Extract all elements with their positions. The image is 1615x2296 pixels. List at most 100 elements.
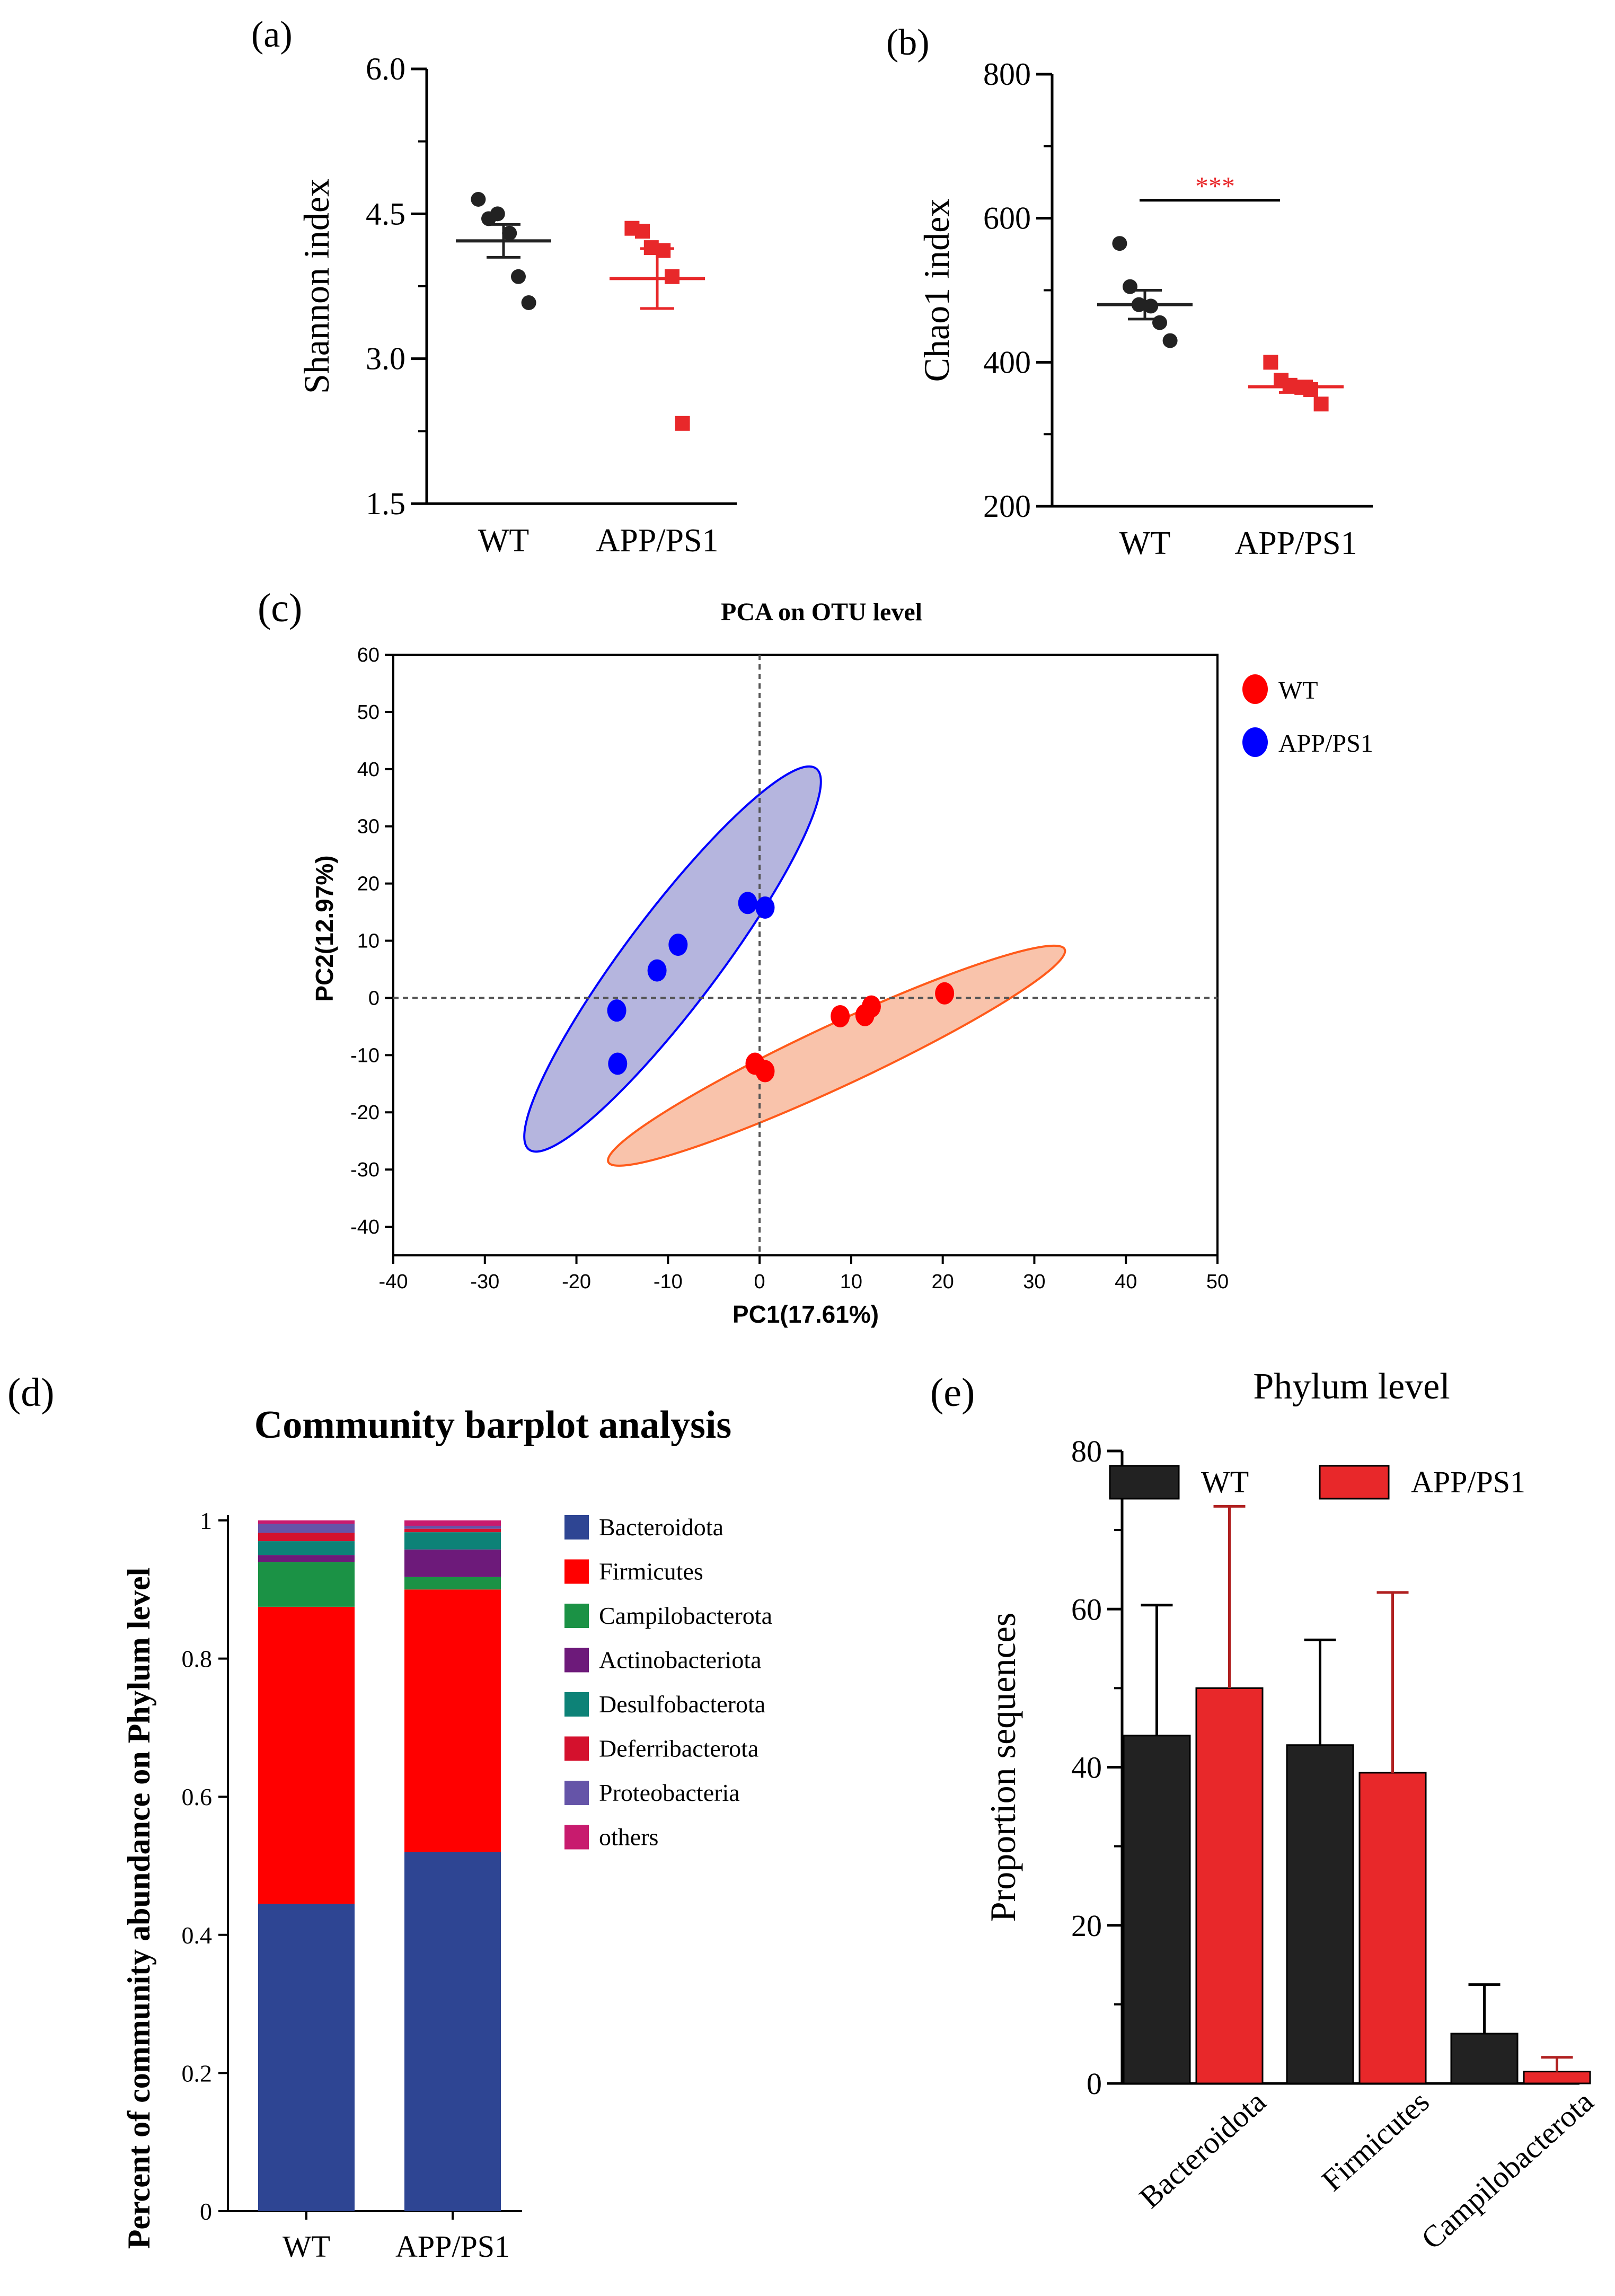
stacked-bar-segment: [404, 1528, 501, 1533]
y-tick-label: 600: [983, 201, 1031, 236]
legend-swatch: [564, 1648, 589, 1673]
wt-data-point: [1123, 279, 1137, 294]
legend-swatch: [1319, 1465, 1390, 1500]
stacked-bar-segment: [258, 1606, 355, 1904]
y-tick-label: 50: [357, 701, 380, 724]
phylum-level-barplot: Phylum level 0 20 40 60 80 Proportion sequence…: [983, 1366, 1600, 2256]
stacked-bar-segment: [258, 1524, 355, 1533]
stacked-bar-segment: [258, 1520, 355, 1524]
y-tick-label: 20: [1071, 1908, 1102, 1943]
pca-plot: PCA on OTU level -40 -30 -20 -10 0 10 20 30 40 50 6…: [311, 598, 1373, 1328]
y-tick-label: 0.6: [182, 1783, 213, 1810]
legend-label: WT: [1278, 676, 1318, 705]
app-confidence-ellipse: [523, 765, 822, 1153]
panel-label-c: (c): [258, 586, 302, 630]
x-tick-label: 20: [932, 1271, 954, 1293]
x-tick-label: -20: [562, 1271, 591, 1293]
legend-swatch: [564, 1825, 589, 1850]
y-tick-label: 4.5: [366, 196, 405, 231]
legend-swatch: [564, 1781, 589, 1805]
wt-pca-point: [755, 1060, 775, 1083]
legend-marker: [1242, 727, 1268, 757]
stacked-bar-segment: [404, 1577, 501, 1590]
x-category-label: Bacteroidota: [1133, 2084, 1273, 2215]
chart-title: Community barplot analysis: [254, 1403, 731, 1447]
stacked-bar-segment: [258, 1904, 355, 2211]
chao1-index-plot: 200 400 600 800 Chao1 index WT APP/PS1 ***: [916, 57, 1373, 561]
legend-label: APP/PS1: [1411, 1465, 1525, 1499]
stacked-bar-segment: [258, 1562, 355, 1607]
chart-title: Phylum level: [1253, 1366, 1450, 1407]
x-category-label: Campilobacterota: [1415, 2084, 1600, 2256]
legend-swatch: [1109, 1465, 1180, 1500]
significance-marker: ***: [1195, 171, 1235, 201]
wt-pca-point: [855, 1004, 875, 1026]
y-tick-label: -40: [350, 1216, 380, 1238]
stacked-bar-segment: [404, 1589, 501, 1852]
stacked-bar-segment: [258, 1555, 355, 1562]
y-tick-label: 0: [1087, 2066, 1102, 2101]
legend-swatch: [564, 1604, 589, 1628]
data-bar: [1286, 1744, 1354, 2084]
y-tick-label: 60: [357, 644, 380, 666]
plot-frame: [392, 654, 1219, 1256]
wt-pca-point: [935, 982, 955, 1005]
data-bar: [1123, 1735, 1191, 2084]
stacked-bar-segment: [404, 1549, 501, 1577]
y-tick-label: 400: [983, 345, 1031, 380]
y-axis-label: PC2(12.97%): [311, 855, 338, 1001]
app-pca-point: [738, 892, 757, 914]
y-tick-label: 6.0: [366, 51, 405, 86]
wt-data-point: [1152, 315, 1167, 330]
wt-data-point: [1162, 333, 1178, 348]
y-tick-label: 3.0: [366, 341, 405, 376]
wt-data-point: [1143, 298, 1159, 314]
app-pca-point: [668, 934, 688, 956]
y-tick-label: 0.2: [182, 2060, 213, 2087]
y-axis-label: Percent of community abundance on Phylum…: [121, 1568, 156, 2249]
legend-swatch: [564, 1736, 589, 1761]
x-category-label: WT: [283, 2229, 330, 2264]
app-data-point: [1303, 382, 1318, 397]
stacked-bar-segment: [404, 1526, 501, 1529]
wt-data-point: [521, 295, 536, 310]
wt-data-point: [1131, 297, 1146, 312]
wt-data-point: [511, 269, 526, 284]
x-tick-label: -10: [654, 1271, 683, 1293]
app-pca-point: [607, 999, 626, 1022]
x-category-label: APP/PS1: [1235, 525, 1357, 561]
app-data-point: [665, 269, 679, 284]
x-category-label: APP/PS1: [395, 2229, 510, 2264]
data-bar: [1195, 1687, 1264, 2084]
legend-label: Deferribacterota: [599, 1735, 758, 1762]
x-axis-label: PC1(17.61%): [733, 1300, 879, 1328]
y-axis-label: Shannon index: [296, 179, 337, 394]
legend-marker: [1242, 674, 1268, 704]
legend-label: Actinobacteriota: [599, 1647, 762, 1674]
app-data-point: [656, 243, 671, 258]
shannon-index-plot: 1.5 3.0 4.5 6.0 Shannon index WT APP/PS1: [296, 51, 737, 559]
legend-label: WT: [1201, 1465, 1249, 1499]
y-tick-label: 0.4: [182, 1922, 213, 1949]
stacked-bar-segment: [404, 1852, 501, 2211]
y-tick-label: -20: [350, 1102, 380, 1124]
x-tick-label: -30: [470, 1271, 499, 1293]
y-tick-label: 30: [357, 816, 380, 838]
y-tick-label: 1.5: [366, 486, 405, 521]
wt-data-point: [1112, 236, 1127, 251]
community-barplot: Community barplot analysis 0 0.2 0.4 0.6 0.8 1…: [121, 1403, 772, 2264]
y-axis-label: Chao1 index: [916, 199, 957, 382]
y-axis-label: Proportion sequences: [983, 1613, 1023, 1922]
y-tick-label: -30: [350, 1159, 380, 1181]
panel-label-d: (d): [7, 1370, 55, 1415]
panel-label-e: (e): [930, 1370, 975, 1415]
y-tick-label: 10: [357, 930, 380, 953]
y-tick-label: 80: [1071, 1434, 1102, 1468]
app-pca-point: [608, 1052, 628, 1075]
legend-label: APP/PS1: [1278, 729, 1373, 758]
y-tick-label: 1: [200, 1507, 212, 1534]
x-category-label: Firmicutes: [1315, 2084, 1436, 2197]
data-bar: [1358, 1772, 1427, 2084]
x-tick-label: 0: [754, 1271, 765, 1293]
